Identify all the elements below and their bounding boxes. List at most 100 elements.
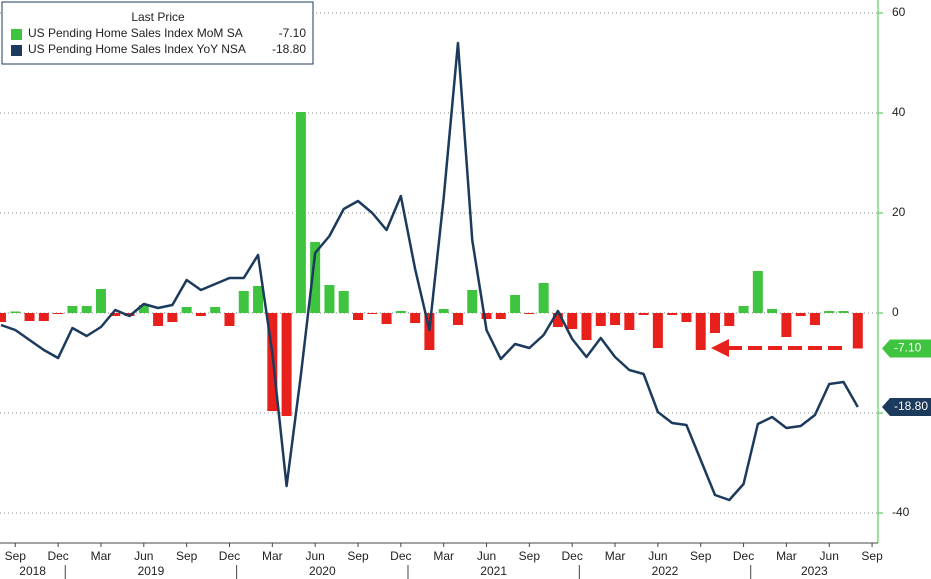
bar bbox=[567, 313, 578, 329]
bar bbox=[410, 313, 421, 323]
bar bbox=[581, 313, 592, 340]
bar bbox=[253, 286, 264, 313]
bar bbox=[852, 313, 863, 349]
bar bbox=[10, 311, 21, 313]
bar bbox=[324, 285, 335, 313]
bar bbox=[467, 290, 478, 313]
bar bbox=[724, 313, 735, 326]
legend-label: US Pending Home Sales Index YoY NSA bbox=[28, 42, 246, 56]
bar bbox=[67, 306, 78, 313]
grid bbox=[0, 12, 878, 514]
year-label: 2020 bbox=[309, 564, 336, 578]
bar bbox=[781, 313, 792, 337]
bar bbox=[181, 307, 192, 313]
last-price-label: -18.80 bbox=[894, 399, 928, 413]
bar bbox=[138, 305, 149, 313]
bar bbox=[0, 313, 6, 322]
bar bbox=[438, 309, 449, 313]
bar bbox=[153, 313, 164, 326]
bar bbox=[481, 313, 492, 319]
bar bbox=[81, 306, 92, 313]
bar bbox=[210, 307, 221, 313]
y-tick-label: 0 bbox=[892, 305, 899, 319]
x-tick-label: Dec bbox=[733, 549, 754, 563]
legend-value: -18.80 bbox=[272, 42, 306, 56]
year-label: 2021 bbox=[480, 564, 507, 578]
bar bbox=[738, 306, 749, 313]
bar bbox=[95, 289, 106, 313]
legend-value: -7.10 bbox=[279, 26, 307, 40]
legend-swatch bbox=[11, 29, 22, 40]
bar bbox=[624, 313, 635, 330]
y-tick-label: -40 bbox=[892, 505, 910, 519]
bar bbox=[238, 291, 249, 313]
y-tick-label: 40 bbox=[892, 105, 906, 119]
bar bbox=[681, 313, 692, 322]
x-tick-label: Dec bbox=[562, 549, 583, 563]
bar bbox=[424, 313, 435, 350]
x-tick-label: Sep bbox=[347, 549, 369, 563]
bar bbox=[195, 313, 206, 316]
last-price-label: -7.10 bbox=[894, 341, 922, 355]
x-tick-label: Jun bbox=[648, 549, 667, 563]
x-tick-label: Jun bbox=[134, 549, 153, 563]
x-tick-label: Sep bbox=[176, 549, 198, 563]
bar bbox=[710, 313, 720, 333]
marks bbox=[0, 41, 863, 502]
bar bbox=[824, 311, 835, 313]
bar bbox=[595, 313, 606, 326]
bar bbox=[295, 112, 306, 313]
bar bbox=[281, 313, 292, 416]
bar bbox=[24, 313, 35, 321]
bar bbox=[353, 313, 363, 320]
bar bbox=[510, 295, 521, 313]
bar bbox=[838, 311, 849, 313]
bar bbox=[610, 313, 621, 325]
x-tick-label: Mar bbox=[91, 549, 112, 563]
bar bbox=[167, 313, 178, 322]
year-label: 2023 bbox=[801, 564, 828, 578]
bar bbox=[338, 291, 349, 313]
bar bbox=[452, 313, 463, 325]
annotation-arrow bbox=[711, 339, 845, 357]
x-tick-label: Mar bbox=[776, 549, 797, 563]
y-tick-label: 20 bbox=[892, 205, 906, 219]
x-tick-label: Jun bbox=[477, 549, 496, 563]
bar bbox=[767, 309, 778, 313]
bar bbox=[552, 313, 563, 327]
bar bbox=[667, 313, 678, 315]
x-tick-label: Dec bbox=[390, 549, 411, 563]
bar bbox=[224, 313, 235, 326]
bar bbox=[53, 313, 64, 314]
year-label: 2019 bbox=[138, 564, 165, 578]
x-tick-label: Sep bbox=[519, 549, 541, 563]
bar bbox=[110, 313, 121, 316]
legend-label: US Pending Home Sales Index MoM SA bbox=[28, 26, 243, 40]
bar bbox=[638, 313, 649, 315]
bar bbox=[524, 313, 535, 314]
last-price-tag bbox=[882, 339, 931, 358]
year-label: 2018 bbox=[19, 564, 46, 578]
x-tick-label: Dec bbox=[219, 549, 240, 563]
bar bbox=[752, 271, 763, 313]
x-tick-label: Sep bbox=[5, 549, 27, 563]
x-tick-label: Sep bbox=[861, 549, 883, 563]
x-tick-label: Mar bbox=[433, 549, 454, 563]
bar bbox=[809, 313, 820, 325]
x-tick-label: Sep bbox=[690, 549, 712, 563]
x-tick-label: Mar bbox=[605, 549, 626, 563]
x-tick-label: Jun bbox=[305, 549, 324, 563]
bar bbox=[381, 313, 392, 324]
legend-swatch bbox=[11, 45, 22, 56]
y-tick-label: 60 bbox=[892, 5, 906, 19]
legend: Last Price US Pending Home Sales Index Mo… bbox=[1, 1, 314, 65]
bar bbox=[795, 313, 806, 316]
legend-title: Last Price bbox=[131, 10, 185, 24]
x-tick-label: Dec bbox=[47, 549, 68, 563]
line bbox=[0, 41, 859, 502]
bar bbox=[495, 313, 506, 319]
bar bbox=[652, 313, 663, 348]
year-label: 2022 bbox=[652, 564, 679, 578]
bar bbox=[538, 283, 549, 313]
